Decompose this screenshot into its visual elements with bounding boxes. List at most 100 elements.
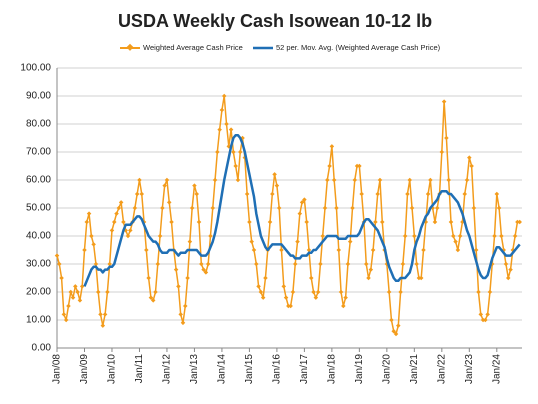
data-point <box>153 289 158 295</box>
x-tick-label: Jan/20 <box>381 354 392 384</box>
data-point <box>499 233 504 239</box>
x-tick-label: Jan/13 <box>189 354 200 384</box>
x-tick-label: Jan/15 <box>244 354 255 384</box>
data-point <box>434 205 440 211</box>
data-point <box>173 267 179 272</box>
y-tick-label: 80.00 <box>26 119 51 130</box>
data-point <box>512 233 518 239</box>
data-point <box>192 183 197 188</box>
data-point <box>91 242 96 247</box>
data-point <box>82 247 87 253</box>
data-point <box>480 317 486 323</box>
data-point <box>160 205 165 211</box>
data-point <box>185 275 190 281</box>
data-point <box>283 295 289 300</box>
data-point <box>359 191 364 197</box>
y-tick-label: 20.00 <box>26 287 51 298</box>
data-point <box>134 191 140 197</box>
data-point <box>77 298 83 303</box>
data-point <box>405 191 410 197</box>
data-point <box>244 191 250 197</box>
data-point <box>453 239 458 244</box>
data-point <box>373 219 378 225</box>
data-point <box>391 328 396 334</box>
data-point <box>279 247 284 253</box>
data-point <box>66 303 71 309</box>
x-tick-label: Jan/23 <box>464 354 475 384</box>
data-point <box>288 303 293 309</box>
data-point <box>336 247 342 253</box>
data-point <box>334 205 339 211</box>
x-tick-label: Jan/11 <box>134 354 145 384</box>
x-tick-label: Jan/18 <box>327 354 338 384</box>
data-point <box>166 200 172 205</box>
data-point <box>203 270 209 275</box>
data-point <box>148 295 154 300</box>
data-point <box>451 233 456 239</box>
data-point <box>508 267 513 272</box>
data-point <box>503 261 509 267</box>
data-point <box>249 239 254 244</box>
data-point <box>306 247 312 253</box>
data-point <box>409 205 415 211</box>
data-point <box>281 284 287 289</box>
data-point <box>329 144 335 149</box>
data-point <box>205 261 211 267</box>
data-point <box>471 205 477 211</box>
data-point <box>313 295 319 300</box>
data-point <box>189 205 195 211</box>
data-point <box>139 191 145 197</box>
x-tick-label: Jan/22 <box>436 354 447 384</box>
data-point <box>418 275 424 281</box>
data-point <box>128 228 133 233</box>
data-point <box>441 99 447 104</box>
data-point <box>178 312 183 317</box>
data-point <box>61 312 67 317</box>
data-point <box>396 323 401 328</box>
data-point <box>478 312 484 317</box>
data-point <box>183 303 188 309</box>
data-point <box>446 177 451 183</box>
data-point <box>416 275 422 281</box>
series-line <box>83 133 521 287</box>
data-point <box>187 239 193 244</box>
data-point <box>215 149 220 155</box>
data-point <box>180 320 186 326</box>
data-point <box>331 177 337 183</box>
data-point <box>439 149 445 155</box>
y-tick-label: 30.00 <box>26 259 51 270</box>
x-tick-label: Jan/17 <box>299 354 310 384</box>
data-point <box>412 233 417 239</box>
data-point <box>114 211 119 216</box>
data-point <box>464 177 470 183</box>
data-point <box>89 233 94 239</box>
data-point <box>267 219 273 225</box>
data-point <box>448 219 454 225</box>
data-point <box>377 177 383 183</box>
data-point <box>467 155 472 160</box>
legend-label: Weighted Average Cash Price <box>143 43 243 52</box>
data-point <box>402 233 408 239</box>
data-point <box>469 163 474 169</box>
data-point <box>487 289 493 295</box>
data-point <box>341 303 346 309</box>
data-point <box>247 219 252 225</box>
data-point <box>421 247 426 253</box>
data-point <box>476 289 481 295</box>
data-point <box>505 275 511 281</box>
data-point <box>398 289 403 295</box>
y-tick-label: 90.00 <box>26 91 51 102</box>
data-point <box>79 284 85 289</box>
data-point <box>299 200 305 205</box>
data-point <box>208 233 213 239</box>
data-point <box>146 275 151 281</box>
data-point <box>393 331 399 337</box>
data-point <box>224 121 229 127</box>
data-point <box>105 289 110 295</box>
data-point <box>308 275 314 281</box>
x-tick-label: Jan/21 <box>409 354 420 384</box>
data-point <box>118 200 124 205</box>
data-point <box>496 205 502 211</box>
x-tick-label: Jan/09 <box>79 354 90 384</box>
